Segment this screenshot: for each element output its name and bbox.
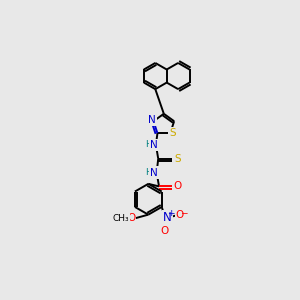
Text: O: O xyxy=(173,182,182,191)
Text: O: O xyxy=(127,214,135,224)
Text: S: S xyxy=(169,128,176,138)
Text: +: + xyxy=(167,209,175,218)
Text: N: N xyxy=(148,116,156,125)
Text: O: O xyxy=(176,210,184,220)
Text: N: N xyxy=(163,211,172,224)
Text: CH₃: CH₃ xyxy=(112,214,129,223)
Text: O: O xyxy=(161,226,169,236)
Text: N: N xyxy=(151,167,158,178)
Text: H: H xyxy=(145,140,152,149)
Text: H: H xyxy=(146,168,152,177)
Text: S: S xyxy=(174,154,181,164)
Text: −: − xyxy=(181,208,188,217)
Text: N: N xyxy=(150,140,158,150)
